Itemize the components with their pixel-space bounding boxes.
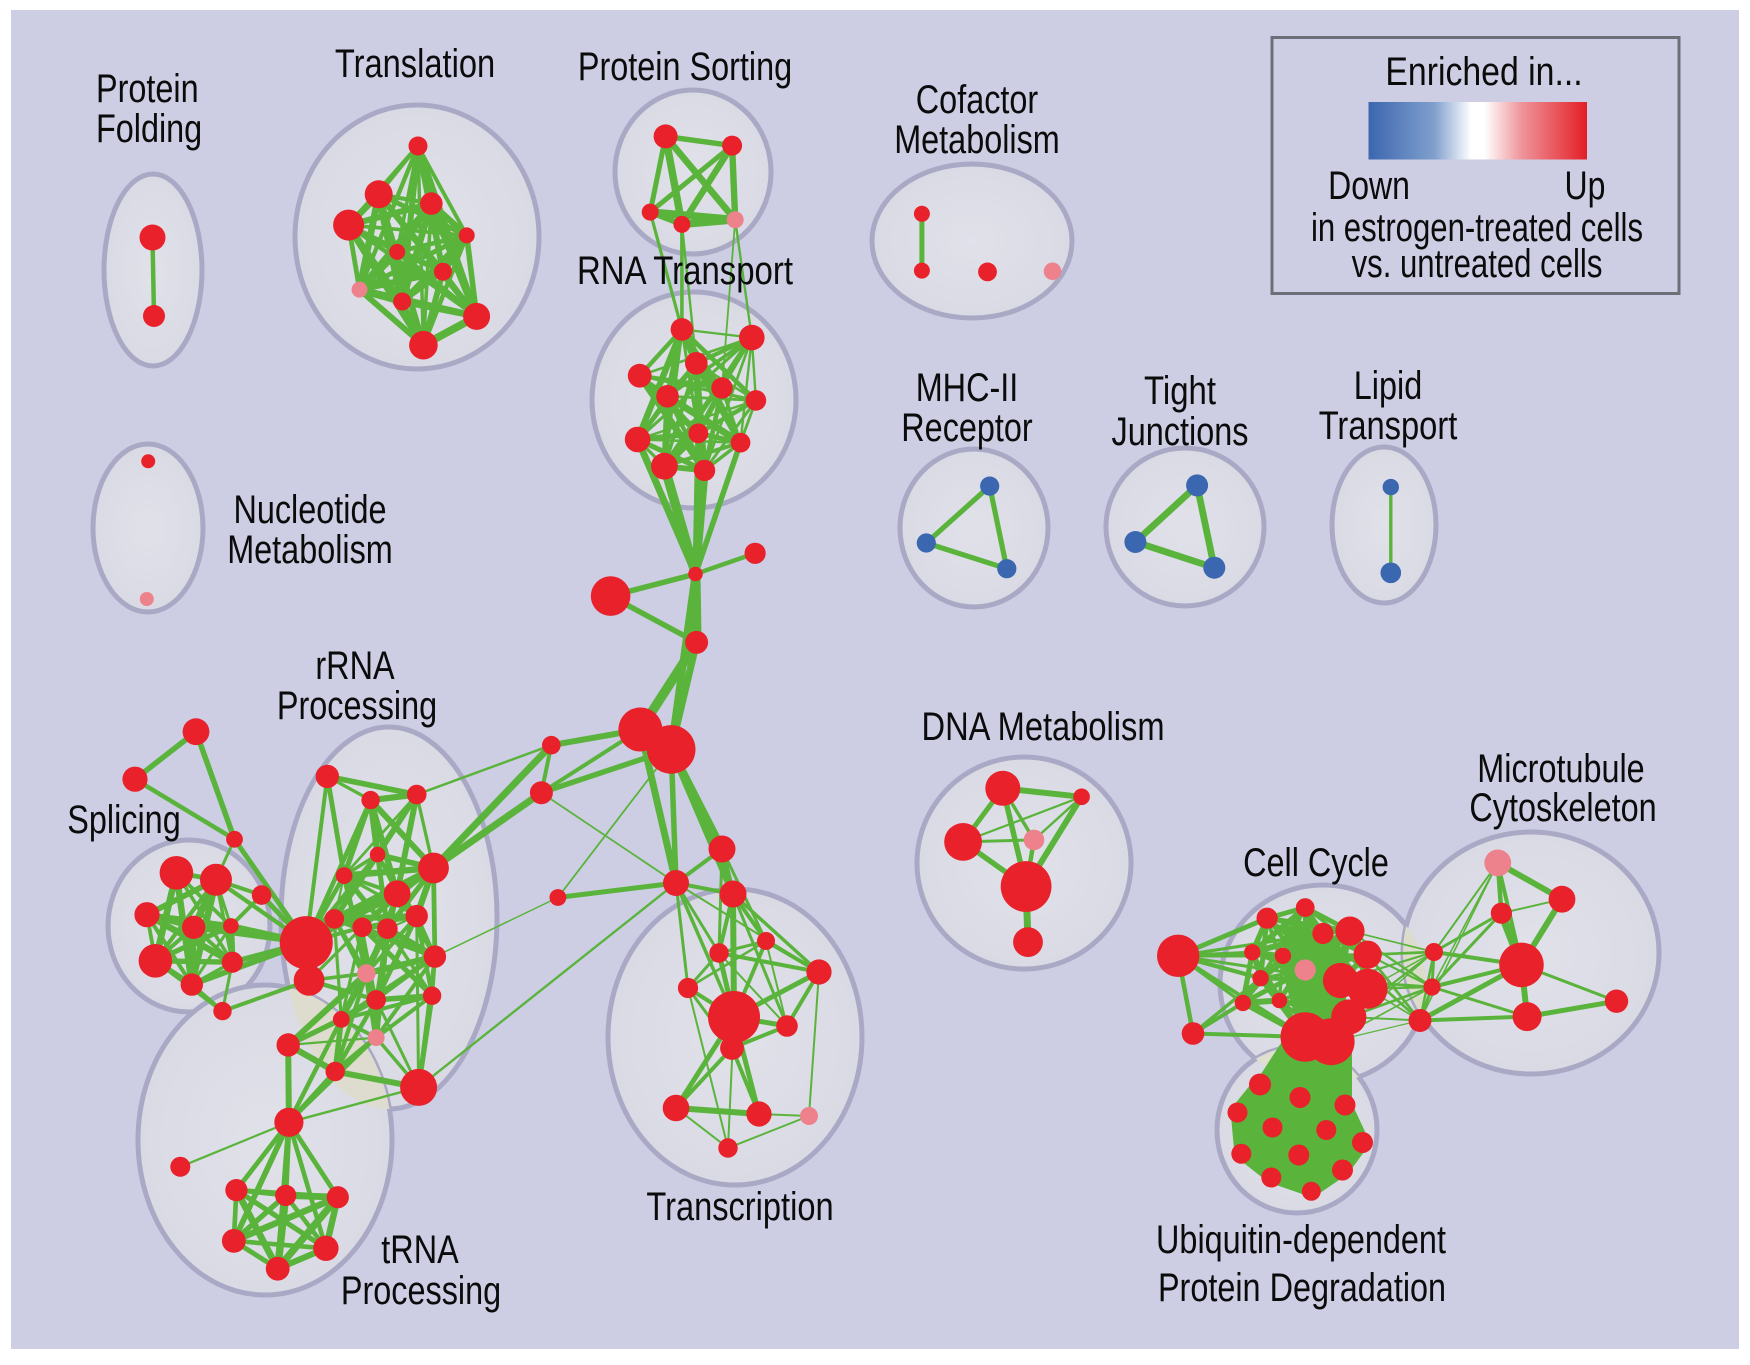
svg-text:Folding: Folding <box>96 107 202 151</box>
svg-text:Cell Cycle: Cell Cycle <box>1243 841 1389 885</box>
svg-text:rRNA: rRNA <box>315 644 394 688</box>
svg-text:Microtubule: Microtubule <box>1477 747 1644 791</box>
svg-text:Processing: Processing <box>341 1269 501 1313</box>
svg-text:Up: Up <box>1565 164 1606 208</box>
svg-text:vs. untreated cells: vs. untreated cells <box>1352 242 1603 286</box>
svg-text:Translation: Translation <box>335 42 495 86</box>
svg-text:Processing: Processing <box>277 684 437 728</box>
svg-text:Cytoskeleton: Cytoskeleton <box>1469 786 1656 830</box>
svg-text:MHC-II: MHC-II <box>916 366 1019 410</box>
svg-text:Down: Down <box>1328 164 1410 208</box>
svg-text:Protein: Protein <box>96 67 199 111</box>
svg-text:Nucleotide: Nucleotide <box>233 488 386 532</box>
svg-text:Splicing: Splicing <box>67 798 180 842</box>
svg-text:Transcription: Transcription <box>646 1185 833 1229</box>
svg-text:Enriched in...: Enriched in... <box>1385 50 1582 94</box>
svg-text:Transport: Transport <box>1319 404 1458 448</box>
svg-text:Protein Sorting: Protein Sorting <box>578 45 792 89</box>
svg-text:RNA Transport: RNA Transport <box>577 249 793 293</box>
svg-text:Protein Degradation: Protein Degradation <box>1158 1266 1446 1310</box>
svg-text:Lipid: Lipid <box>1354 364 1422 408</box>
svg-text:Metabolism: Metabolism <box>227 528 393 572</box>
svg-text:Ubiquitin-dependent: Ubiquitin-dependent <box>1156 1218 1446 1262</box>
svg-text:Metabolism: Metabolism <box>894 118 1060 162</box>
svg-text:in estrogen-treated cells: in estrogen-treated cells <box>1311 206 1643 250</box>
svg-text:DNA Metabolism: DNA Metabolism <box>922 705 1165 749</box>
svg-text:Cofactor: Cofactor <box>916 78 1038 122</box>
svg-text:tRNA: tRNA <box>381 1228 459 1272</box>
svg-text:Junctions: Junctions <box>1112 410 1249 454</box>
svg-text:Receptor: Receptor <box>901 406 1032 450</box>
svg-text:Tight: Tight <box>1144 369 1216 413</box>
